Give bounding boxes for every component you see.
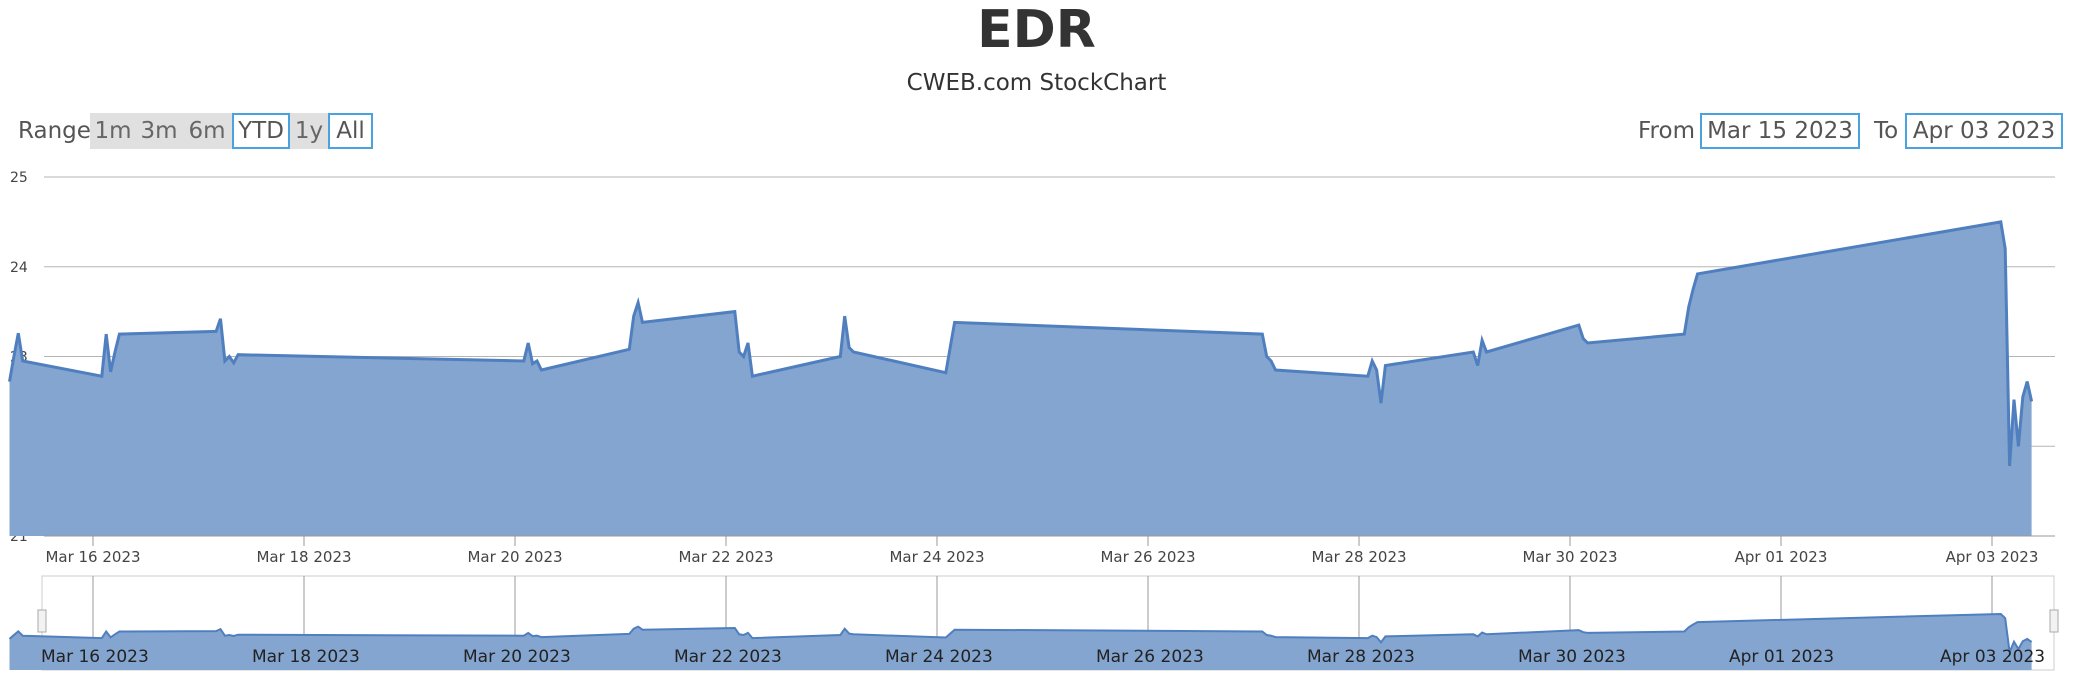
from-label: From [1638,118,1695,144]
navigator-tick-label: Mar 28 2023 [1307,647,1415,667]
range-button-1y[interactable]: 1y [290,113,328,149]
x-tick-label: Mar 28 2023 [1311,548,1406,566]
navigator-labels: Mar 16 2023 Mar 18 2023 Mar 20 2023 Mar 22 … [41,647,2045,667]
x-tick-label: Mar 20 2023 [467,548,562,566]
x-tick-label: Mar 18 2023 [256,548,351,566]
range-label: Range [18,118,91,144]
navigator-right-handle[interactable] [2049,609,2059,633]
navigator-tick-label: Mar 16 2023 [41,647,149,667]
x-tick-label: Mar 22 2023 [678,548,773,566]
range-button-3m[interactable]: 3m [136,113,182,149]
navigator-tick-label: Mar 24 2023 [885,647,993,667]
navigator-tick-label: Mar 18 2023 [252,647,360,667]
y-tick-label: 25 [10,170,28,186]
range-button-1m[interactable]: 1m [90,113,136,149]
chart-subtitle: CWEB.com StockChart [906,70,1167,96]
range-button-ytd[interactable]: YTD [232,113,290,149]
range-button-6m[interactable]: 6m [182,113,232,149]
navigator-area [9,614,2032,670]
price-line [8,220,2034,467]
price-area [9,221,2032,536]
to-date-input[interactable] [1905,113,2063,149]
navigator-tick-label: Mar 20 2023 [463,647,571,667]
x-tick-label: Mar 26 2023 [1100,548,1195,566]
navigator-tick-label: Mar 22 2023 [674,647,782,667]
navigator-left-handle[interactable] [37,609,47,633]
navigator-tick-label: Apr 01 2023 [1729,647,1834,667]
range-button-all[interactable]: All [328,113,373,149]
x-tick-label: Mar 16 2023 [45,548,140,566]
to-label: To [1874,118,1899,144]
navigator-line [8,612,2033,656]
y-tick-label: 24 [10,260,28,276]
navigator[interactable]: Mar 16 2023 Mar 18 2023 Mar 20 2023 Mar 22 … [8,575,2059,671]
navigator-tick-label: Mar 26 2023 [1096,647,1204,667]
x-tick-label: Mar 24 2023 [889,548,984,566]
from-date-input[interactable] [1700,113,1860,149]
x-axis-labels: Mar 16 2023 Mar 18 2023 Mar 20 2023 Mar 22 … [45,536,2038,566]
x-tick-label: Mar 30 2023 [1522,548,1617,566]
navigator-tick-label: Apr 03 2023 [1940,647,2045,667]
chart-title: EDR [977,0,1096,60]
x-tick-label: Apr 03 2023 [1946,548,2039,566]
navigator-tick-label: Mar 30 2023 [1518,647,1626,667]
x-tick-label: Apr 01 2023 [1735,548,1828,566]
